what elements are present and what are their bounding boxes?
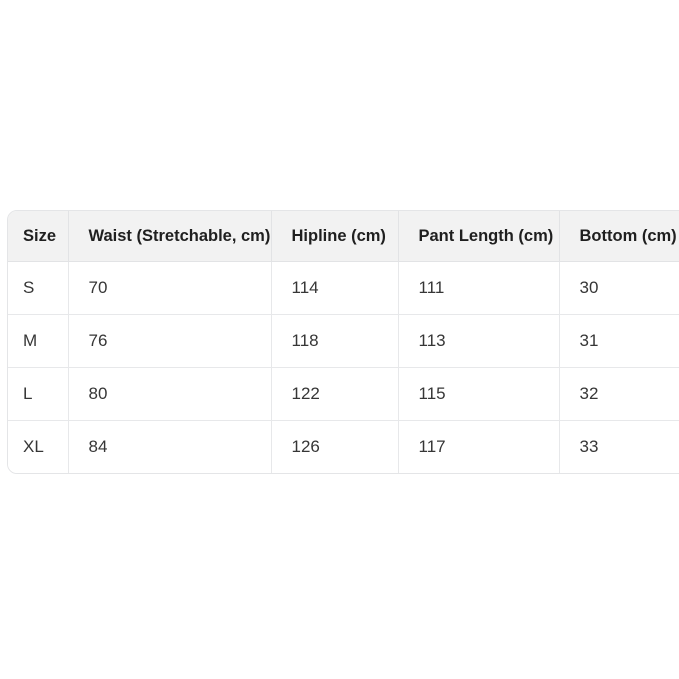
col-header-size: Size bbox=[8, 211, 69, 262]
cell-waist: 80 bbox=[68, 367, 272, 421]
cell-bottom: 30 bbox=[559, 261, 679, 315]
cell-bottom: 32 bbox=[559, 367, 679, 421]
size-chart-table: Size Waist (Stretchable, cm) Hipline (cm… bbox=[8, 211, 679, 473]
cell-size: M bbox=[8, 314, 69, 368]
cell-hipline: 122 bbox=[271, 367, 399, 421]
col-header-pant-length: Pant Length (cm) bbox=[398, 211, 560, 262]
header-row: Size Waist (Stretchable, cm) Hipline (cm… bbox=[8, 211, 679, 262]
cell-pant-length: 115 bbox=[398, 367, 560, 421]
size-chart-card: Size Waist (Stretchable, cm) Hipline (cm… bbox=[7, 210, 679, 474]
col-header-waist: Waist (Stretchable, cm) bbox=[68, 211, 272, 262]
cell-waist: 76 bbox=[68, 314, 272, 368]
table-row-m: M 76 118 113 31 bbox=[8, 314, 679, 368]
cell-size: XL bbox=[8, 420, 69, 473]
cell-pant-length: 117 bbox=[398, 420, 560, 473]
col-header-hipline: Hipline (cm) bbox=[271, 211, 399, 262]
cell-pant-length: 113 bbox=[398, 314, 560, 368]
cell-bottom: 33 bbox=[559, 420, 679, 473]
col-header-bottom: Bottom (cm) bbox=[559, 211, 679, 262]
cell-hipline: 114 bbox=[271, 261, 399, 315]
cell-waist: 84 bbox=[68, 420, 272, 473]
cell-pant-length: 111 bbox=[398, 261, 560, 315]
cell-hipline: 118 bbox=[271, 314, 399, 368]
cell-bottom: 31 bbox=[559, 314, 679, 368]
cell-hipline: 126 bbox=[271, 420, 399, 473]
cell-waist: 70 bbox=[68, 261, 272, 315]
table-row-l: L 80 122 115 32 bbox=[8, 367, 679, 421]
cell-size: S bbox=[8, 261, 69, 315]
cell-size: L bbox=[8, 367, 69, 421]
table-row-s: S 70 114 111 30 bbox=[8, 261, 679, 315]
table-row-xl: XL 84 126 117 33 bbox=[8, 420, 679, 473]
